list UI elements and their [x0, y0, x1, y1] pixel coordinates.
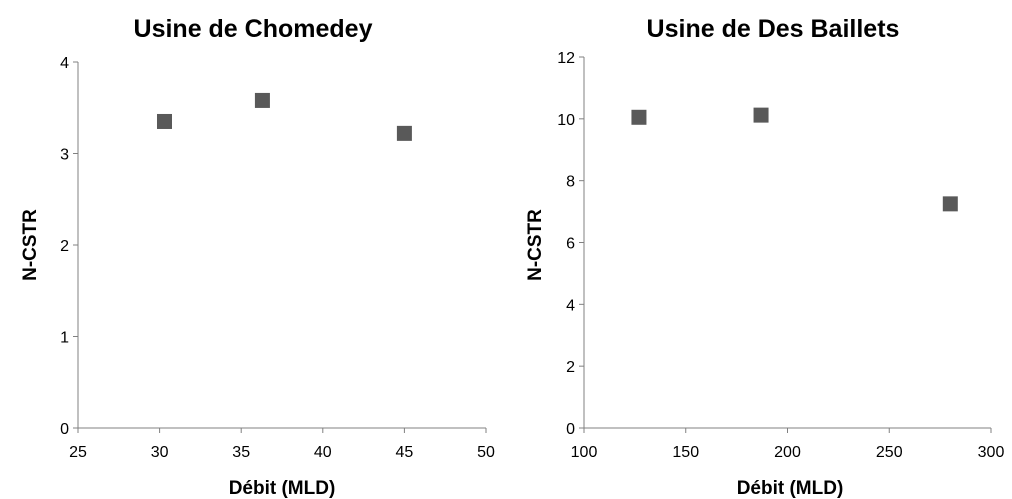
- y-tick-label: 3: [60, 147, 69, 164]
- y-tick-label: 0: [566, 421, 575, 438]
- chart-title: Usine de Des Baillets: [647, 15, 900, 43]
- y-tick-label: 6: [566, 236, 575, 253]
- x-tick-label: 300: [978, 444, 1005, 461]
- data-point: [396, 125, 412, 141]
- x-tick-label: 45: [396, 444, 414, 461]
- y-tick-label: 1: [60, 330, 69, 347]
- x-axis-label: Débit (MLD): [737, 478, 844, 499]
- y-axis-label: N-CSTR: [525, 209, 546, 281]
- x-tick-label: 25: [69, 444, 87, 461]
- x-tick-label: 200: [774, 444, 801, 461]
- data-point: [254, 92, 270, 108]
- x-tick-label: 150: [672, 444, 699, 461]
- chart-panel-chomedey: Usine de Chomedey Débit (MLD) N-CSTR 0 1 2…: [20, 15, 495, 499]
- y-tick-label: 0: [60, 421, 69, 438]
- y-tick-label: 4: [60, 55, 69, 72]
- data-point: [942, 196, 958, 212]
- data-point: [753, 107, 769, 123]
- x-tick-label: 50: [477, 444, 495, 461]
- x-tick-label: 30: [151, 444, 169, 461]
- chart-panel-des-baillets: Usine de Des Baillets Débit (MLD) N-CSTR…: [525, 15, 1004, 499]
- x-tick-label: 40: [314, 444, 332, 461]
- y-axis-label: N-CSTR: [20, 209, 41, 281]
- y-tick-label: 12: [557, 50, 575, 67]
- y-tick-label: 10: [557, 112, 575, 129]
- y-tick-label: 8: [566, 174, 575, 191]
- y-tick-label: 2: [566, 359, 575, 376]
- data-point: [631, 109, 647, 125]
- chart-title: Usine de Chomedey: [134, 15, 373, 43]
- y-tick-label: 2: [60, 238, 69, 255]
- x-axis-label: Débit (MLD): [229, 478, 336, 499]
- x-tick-label: 250: [876, 444, 903, 461]
- x-tick-label: 35: [232, 444, 250, 461]
- data-point: [156, 113, 172, 129]
- x-tick-label: 100: [571, 444, 598, 461]
- y-tick-label: 4: [566, 297, 575, 314]
